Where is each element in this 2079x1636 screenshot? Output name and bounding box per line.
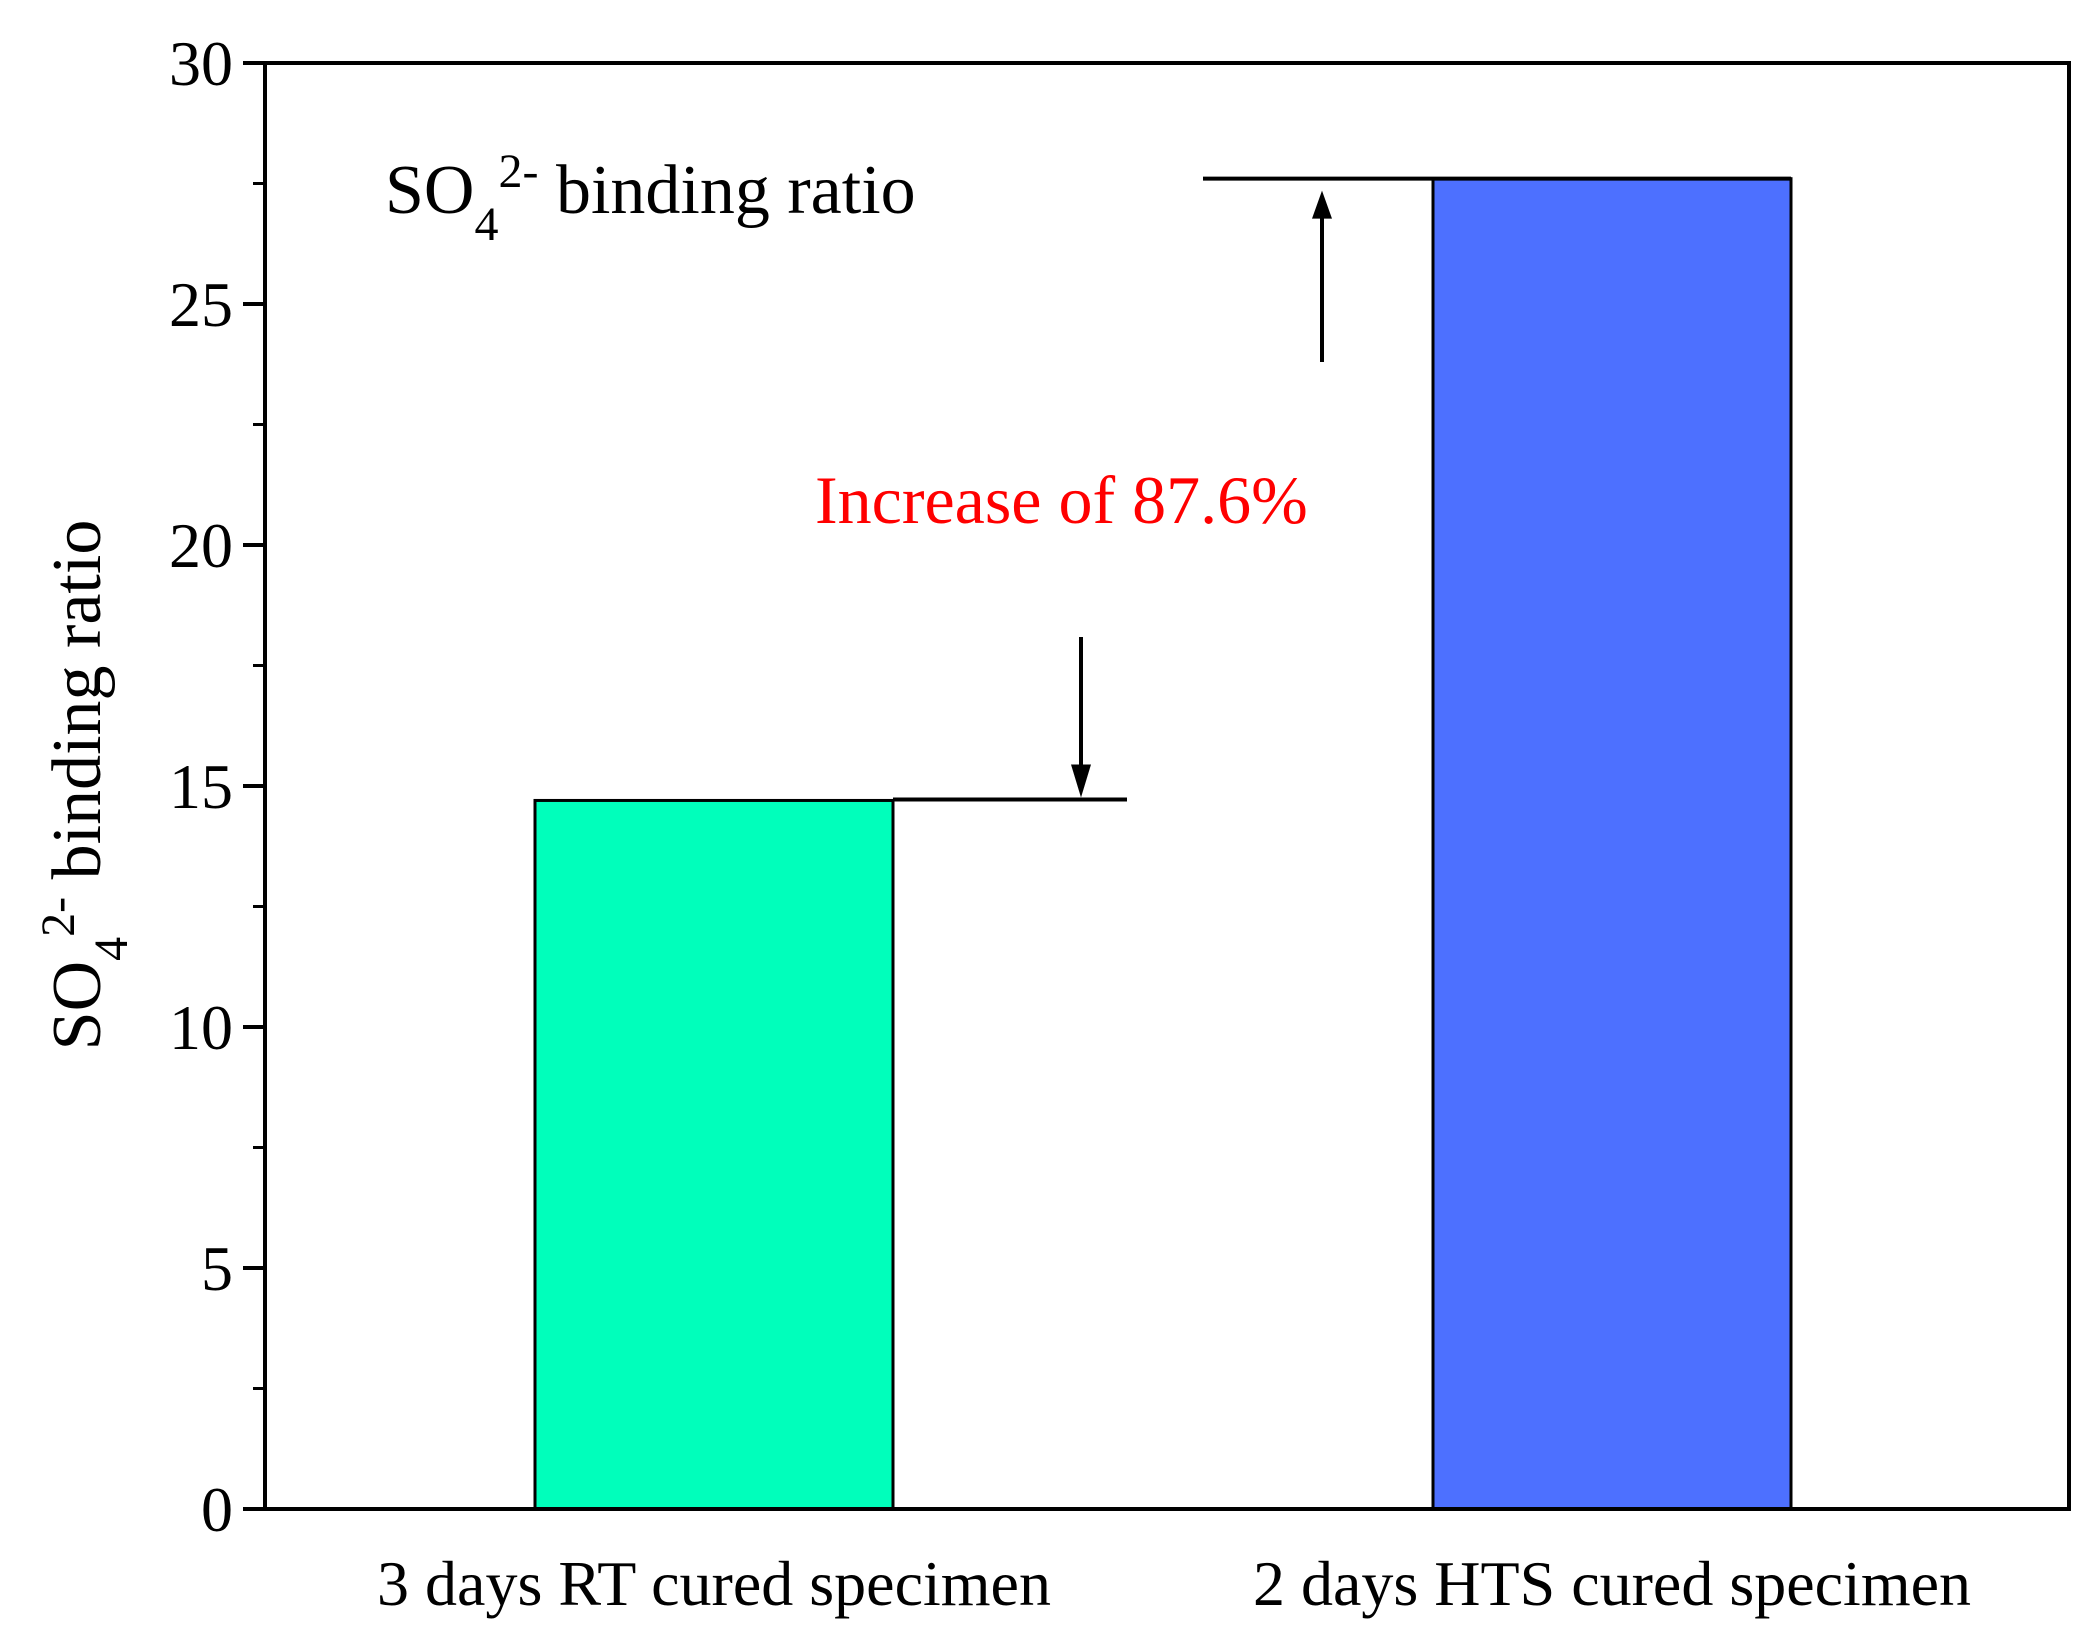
y-tick-label: 10: [169, 992, 233, 1063]
bar-hts-cured: [1431, 177, 1793, 1511]
y-tick-label: 20: [169, 510, 233, 581]
annotation-group: Increase of 87.6%: [815, 176, 1791, 802]
legend-label: SO42- binding ratio: [385, 145, 916, 251]
y-axis-title-rest: binding ratio: [39, 520, 116, 897]
legend-label-base: SO: [385, 152, 474, 229]
y-axis: 0 5 10 15 20 25 30: [169, 28, 265, 1545]
x-tick-label: 2 days HTS cured specimen: [1253, 1548, 1971, 1619]
y-axis-title: SO42- binding ratio: [32, 520, 138, 1051]
y-tick-label: 30: [169, 28, 233, 99]
x-axis: 3 days RT cured specimen 2 days HTS cure…: [377, 1548, 1971, 1619]
y-tick-label: 5: [201, 1233, 233, 1304]
legend-label-rest: binding ratio: [538, 152, 915, 229]
bars-group: [533, 177, 1793, 1511]
x-tick-label: 3 days RT cured specimen: [377, 1548, 1051, 1619]
increase-annotation: Increase of 87.6%: [815, 462, 1308, 538]
legend-label-sub: 4: [474, 198, 498, 251]
arrow-up-head: [1312, 190, 1332, 219]
y-tick-label: 15: [169, 751, 233, 822]
bar-rt-cured: [533, 798, 895, 1511]
y-tick-label: 0: [201, 1474, 233, 1545]
arrow-down-head: [1071, 764, 1091, 798]
y-tick-label: 25: [169, 269, 233, 340]
y-axis-title-sub: 4: [85, 937, 138, 961]
y-axis-title-base: SO: [39, 961, 116, 1050]
legend-label-sup: 2-: [498, 145, 538, 198]
y-axis-title-sup: 2-: [32, 897, 85, 937]
